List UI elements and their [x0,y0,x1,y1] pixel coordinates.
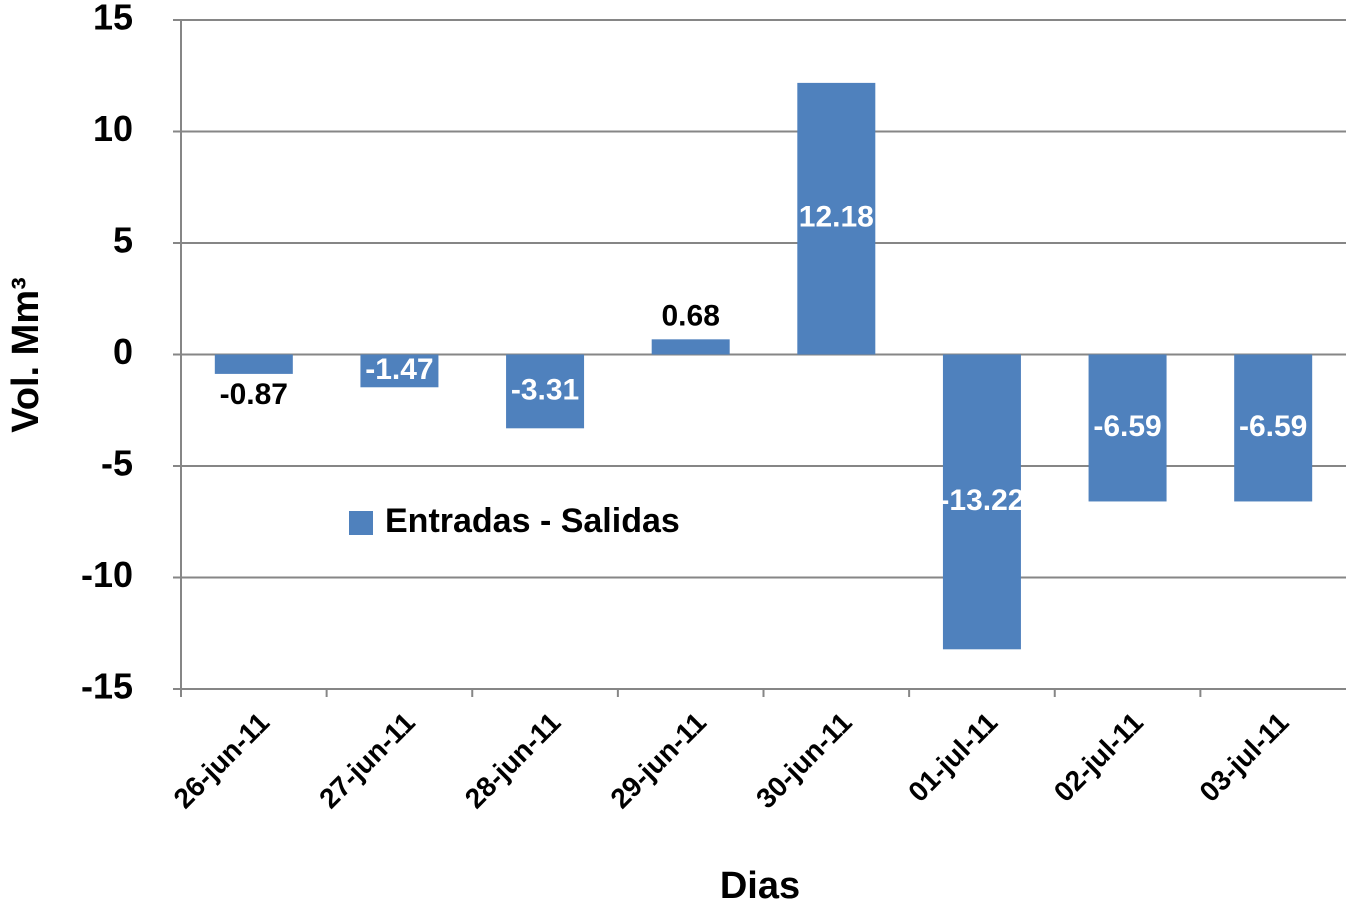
x-tick-label: 02-jul-11 [1048,707,1149,808]
y-tick-label: 0 [113,331,133,372]
y-tick-label: -15 [81,666,133,707]
bar [1234,354,1313,502]
x-tick-label: 27-jun-11 [313,707,421,815]
x-tick-label: 03-jul-11 [1193,707,1294,808]
y-tick-label: -5 [101,443,133,484]
y-tick-label: -10 [81,554,133,595]
legend-label: Entradas - Salidas [385,502,680,540]
bar [360,354,439,388]
data-label: -6.59 [1239,410,1307,443]
x-tick-label: 30-jun-11 [750,707,858,815]
bar [942,354,1021,650]
x-tick-label: 29-jun-11 [604,707,712,815]
x-tick-label: 26-jun-11 [168,707,276,815]
y-tick-label: 15 [93,0,133,38]
y-tick-label: 10 [93,108,133,149]
x-axis-title: Dias [720,865,800,907]
bar [214,354,293,374]
x-tick-label: 28-jun-11 [459,707,567,815]
bar [1088,354,1167,502]
data-label: -13.22 [939,484,1024,517]
bar [506,354,585,429]
bar [651,339,730,355]
y-tick-label: 5 [113,220,133,261]
legend-swatch [349,511,373,535]
y-axis-title: Vol. Mm³ [5,277,47,433]
x-tick-label: 01-jul-11 [902,707,1003,808]
data-label: -3.31 [511,373,579,406]
data-label: -6.59 [1093,410,1161,443]
bar [797,82,876,355]
data-label: -0.87 [220,378,288,411]
data-label: 12.18 [799,201,874,234]
data-label: 0.68 [661,299,719,332]
data-label: -1.47 [365,353,433,386]
